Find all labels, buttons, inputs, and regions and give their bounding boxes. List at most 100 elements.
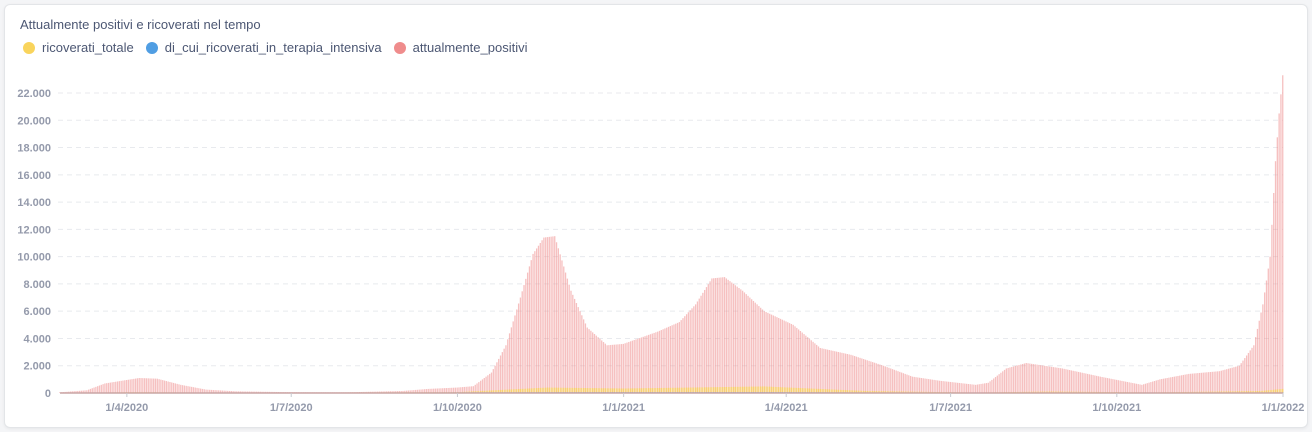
bar-attualmente_positivi [1173, 376, 1176, 393]
bar-attualmente_positivi [209, 389, 211, 393]
bar-ricoverati_totale [857, 390, 859, 393]
bar-ricoverati_totale [528, 388, 531, 393]
bar-attualmente_positivi [555, 242, 558, 393]
bar-attualmente_positivi [689, 310, 691, 393]
bar-ricoverati_totale [503, 389, 505, 393]
bar-attualmente_positivi [922, 378, 924, 393]
bar-ricoverati_totale [866, 390, 868, 393]
bar-ricoverati_totale [646, 388, 648, 393]
bar-attualmente_positivi [207, 389, 209, 393]
bar-attualmente_positivi [528, 266, 531, 393]
bar-attualmente_positivi [436, 388, 438, 393]
bar-attualmente_positivi [1114, 379, 1116, 393]
bar-ricoverati_totale [702, 387, 704, 393]
bar-attualmente_positivi [1059, 368, 1062, 393]
bar-attualmente_positivi [1155, 380, 1157, 393]
bar-attualmente_positivi [1065, 369, 1067, 393]
y-tick-label: 10.000 [17, 252, 51, 264]
bar-attualmente_positivi [1077, 371, 1080, 393]
legend-item-attualmente-positivi[interactable]: attualmente_positivi [393, 40, 528, 55]
bar-ricoverati_totale [582, 388, 585, 393]
bar-attualmente_positivi [964, 383, 966, 393]
bar-ricoverati_totale [1247, 391, 1250, 393]
bar-attualmente_positivi [1256, 328, 1259, 393]
bar-attualmente_positivi [913, 376, 915, 393]
bar-attualmente_positivi [156, 378, 158, 393]
bar-attualmente_positivi [545, 237, 547, 393]
bar-attualmente_positivi [116, 381, 119, 393]
bar-attualmente_positivi [1238, 365, 1241, 393]
bar-ricoverati_totale [781, 387, 784, 393]
bar-ricoverati_totale [897, 391, 899, 393]
bar-attualmente_positivi [474, 384, 476, 393]
bar-attualmente_positivi [1018, 364, 1020, 393]
bar-ricoverati_totale [501, 389, 503, 393]
bar-attualmente_positivi [485, 376, 487, 393]
bar-attualmente_positivi [687, 312, 690, 393]
bar-attualmente_positivi [438, 388, 440, 393]
bar-attualmente_positivi [1251, 347, 1253, 393]
bar-attualmente_positivi [844, 353, 847, 393]
bar-attualmente_positivi [604, 343, 606, 393]
bar-attualmente_positivi [745, 294, 747, 393]
bar-attualmente_positivi [926, 378, 928, 393]
bar-ricoverati_totale [852, 390, 854, 393]
bar-attualmente_positivi [454, 387, 457, 393]
bar-ricoverati_totale [750, 386, 753, 393]
bar-ricoverati_totale [806, 388, 809, 393]
bar-attualmente_positivi [693, 306, 695, 393]
bar-attualmente_positivi [1245, 355, 1248, 393]
bar-ricoverati_totale [723, 387, 726, 393]
bar-attualmente_positivi [172, 382, 175, 393]
bar-attualmente_positivi [501, 352, 503, 393]
bar-attualmente_positivi [1068, 370, 1071, 393]
bar-ricoverati_totale [577, 387, 579, 393]
bar-attualmente_positivi [816, 344, 818, 393]
bar-attualmente_positivi [395, 391, 397, 393]
bar-attualmente_positivi [151, 378, 153, 393]
bar-ricoverati_totale [855, 390, 858, 393]
bar-ricoverati_totale [1226, 391, 1228, 393]
bar-ricoverati_totale [581, 387, 583, 393]
y-tick-label: 8.000 [23, 279, 51, 291]
bar-attualmente_positivi [931, 379, 933, 393]
bar-attualmente_positivi [980, 383, 982, 393]
bar-attualmente_positivi [1011, 366, 1013, 393]
bar-attualmente_positivi [649, 334, 652, 393]
bar-attualmente_positivi [626, 342, 628, 393]
bar-ricoverati_totale [1265, 390, 1268, 393]
bar-attualmente_positivi [761, 309, 764, 393]
bar-attualmente_positivi [203, 389, 205, 393]
bar-ricoverati_totale [1256, 391, 1259, 393]
bar-attualmente_positivi [1222, 370, 1224, 393]
bar-attualmente_positivi [971, 384, 973, 393]
legend-item-terapia-intensiva[interactable]: di_cui_ricoverati_in_terapia_intensiva [145, 40, 382, 55]
bar-attualmente_positivi [180, 384, 182, 393]
bar-ricoverati_totale [610, 388, 612, 393]
bar-attualmente_positivi [1117, 380, 1120, 393]
bar-attualmente_positivi [946, 381, 948, 393]
bar-attualmente_positivi [584, 323, 587, 393]
bar-ricoverati_totale [638, 388, 641, 393]
bar-ricoverati_totale [785, 387, 787, 393]
bar-attualmente_positivi [243, 391, 245, 393]
bar-ricoverati_totale [590, 388, 592, 393]
bar-attualmente_positivi [597, 337, 599, 393]
bar-ricoverati_totale [776, 387, 778, 393]
legend-item-ricoverati-totale[interactable]: ricoverati_totale [23, 40, 134, 55]
bar-attualmente_positivi [158, 379, 160, 393]
bar-ricoverati_totale [774, 386, 776, 393]
bar-attualmente_positivi [212, 390, 214, 393]
bar-ricoverati_totale [658, 387, 661, 393]
bar-attualmente_positivi [705, 287, 708, 393]
bar-attualmente_positivi [407, 390, 410, 393]
bar-attualmente_positivi [754, 302, 756, 393]
bar-attualmente_positivi [1112, 379, 1114, 393]
bar-attualmente_positivi [1003, 369, 1006, 393]
bar-attualmente_positivi [1209, 371, 1212, 393]
bar-attualmente_positivi [1184, 374, 1186, 393]
bar-attualmente_positivi [781, 319, 784, 393]
bar-ricoverati_totale [850, 390, 852, 393]
bar-attualmente_positivi [402, 390, 404, 393]
bar-attualmente_positivi [590, 330, 592, 393]
